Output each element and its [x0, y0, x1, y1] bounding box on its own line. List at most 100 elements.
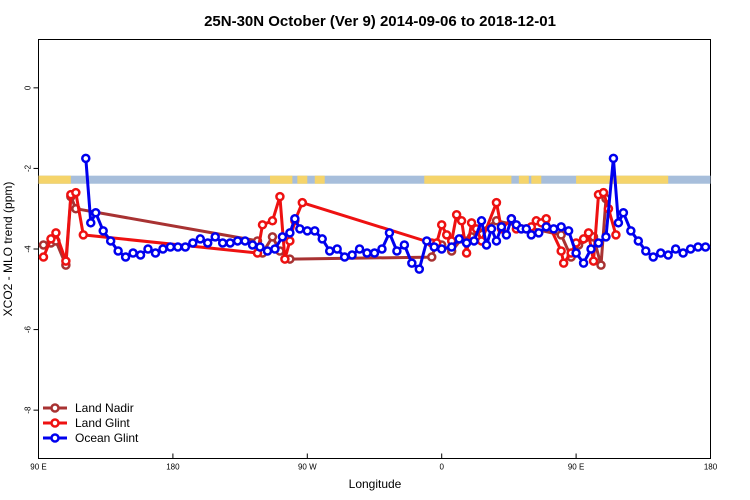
data-point: [71, 187, 81, 198]
series-layer: [38, 153, 711, 274]
data-point: [267, 232, 278, 242]
data-point: [90, 207, 101, 218]
legend-label-1: Land Glint: [75, 416, 130, 430]
data-point: [501, 230, 512, 240]
land-strip-segment-6: [531, 175, 542, 184]
data-point: [225, 238, 235, 248]
land-strip-segment-7: [576, 175, 669, 184]
data-point: [262, 246, 273, 256]
data-point: [324, 246, 335, 256]
data-point: [105, 236, 116, 246]
data-point: [310, 226, 320, 236]
data-point: [295, 224, 305, 234]
data-point: [51, 228, 61, 238]
data-point: [429, 242, 439, 252]
data-point: [608, 153, 619, 164]
data-point: [586, 244, 596, 254]
data-point: [521, 224, 532, 234]
data-point: [120, 252, 131, 262]
data-point: [436, 244, 447, 254]
y-tick-label-0: 0: [24, 85, 33, 90]
data-point: [195, 234, 206, 244]
data-point: [150, 248, 161, 258]
data-point: [267, 216, 278, 226]
data-point: [173, 242, 183, 252]
x-axis: 90 E 180 90 W 0 90 E 180: [30, 453, 718, 472]
data-point: [491, 236, 502, 246]
legend-marker-0: [50, 403, 60, 413]
data-point: [571, 248, 581, 258]
data-point: [392, 246, 402, 256]
data-point: [297, 197, 308, 208]
data-point: [613, 218, 624, 228]
data-point: [578, 258, 589, 268]
data-point: [414, 264, 425, 274]
y-axis: 0 -2 -4 -6 -8: [24, 85, 39, 414]
data-point: [491, 197, 502, 208]
data-point: [143, 244, 153, 254]
chart-title: 25N-30N October (Ver 9) 2014-09-06 to 20…: [204, 13, 556, 30]
data-point: [202, 238, 213, 248]
y-tick-label-1: -2: [24, 164, 33, 172]
land-strip-segment-3: [314, 175, 325, 184]
data-point: [407, 258, 417, 268]
data-point: [451, 210, 462, 220]
data-point: [476, 216, 487, 226]
data-point: [685, 244, 696, 254]
data-point: [317, 234, 327, 244]
data-point: [548, 224, 559, 234]
data-point: [362, 248, 372, 258]
data-point: [481, 240, 492, 250]
data-point: [466, 218, 477, 228]
data-point: [441, 230, 452, 240]
data-point: [541, 222, 551, 232]
data-point: [436, 220, 447, 230]
data-point: [302, 226, 313, 236]
data-point: [217, 238, 228, 248]
data-point: [135, 250, 146, 260]
data-point: [596, 260, 606, 270]
data-point: [188, 238, 198, 248]
data-point: [354, 244, 365, 254]
data-point: [556, 246, 566, 256]
data-point: [558, 258, 569, 268]
data-point: [655, 248, 666, 258]
data-point: [588, 256, 599, 266]
y-tick-label-3: -6: [24, 325, 33, 333]
data-point: [486, 224, 497, 234]
land-ocean-strip: [38, 175, 711, 184]
data-point: [38, 252, 49, 262]
data-point: [339, 252, 350, 262]
data-point: [461, 248, 472, 258]
data-point: [641, 246, 651, 256]
data-point: [347, 250, 357, 260]
legend-marker-2: [50, 433, 60, 443]
data-point: [426, 252, 437, 262]
legend-label-2: Ocean Glint: [75, 431, 139, 445]
x-tick-label-5: 180: [704, 463, 718, 472]
data-point: [128, 248, 138, 258]
data-point: [277, 232, 288, 242]
data-point: [78, 230, 89, 240]
data-point: [86, 218, 96, 228]
data-point: [290, 214, 300, 224]
data-point: [496, 222, 507, 232]
ocean-strip: [38, 175, 711, 184]
data-point: [670, 244, 681, 254]
y-tick-label-4: -8: [24, 406, 33, 414]
data-point: [598, 187, 609, 198]
x-tick-label-3: 0: [439, 463, 444, 472]
x-tick-label-2: 90 W: [298, 463, 317, 472]
data-point: [626, 226, 636, 236]
data-point: [232, 236, 243, 246]
data-point: [563, 226, 574, 236]
land-strip-segment-0: [38, 175, 71, 184]
data-point: [165, 242, 176, 252]
data-point: [583, 228, 594, 238]
data-point: [180, 242, 191, 252]
data-point: [369, 248, 380, 258]
data-point: [678, 248, 688, 258]
data-point: [534, 228, 544, 238]
